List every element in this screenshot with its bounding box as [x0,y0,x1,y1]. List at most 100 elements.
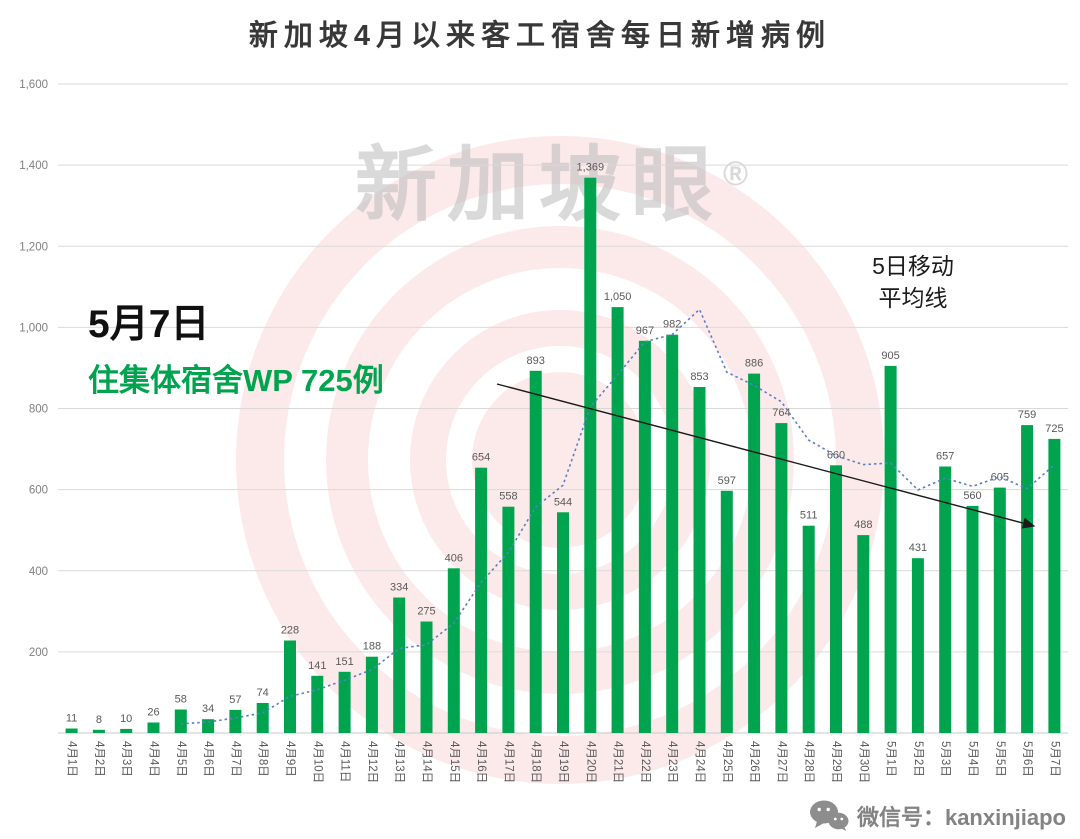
x-axis-tick-label: 4月1日 [66,741,78,777]
annotation-date: 5月7日 [88,303,210,346]
wechat-id-label: 微信号：kanxinjiapo [856,805,1066,830]
bar [529,370,542,733]
bar [475,467,488,733]
x-axis-tick-label: 5月4日 [967,741,979,777]
bar [966,505,979,733]
x-axis-tick-label: 4月25日 [721,741,733,783]
x-axis-tick-label: 4月5日 [175,741,187,777]
bar [884,365,897,733]
x-axis-tick-label: 4月2日 [93,741,105,777]
bar [611,307,624,733]
x-axis-tick-label: 4月16日 [475,741,487,783]
bar-value-label: 544 [554,496,572,508]
bar [666,334,679,733]
x-axis-tick-label: 4月6日 [202,741,214,777]
bar-value-label: 654 [472,452,490,464]
x-axis-tick-label: 4月18日 [530,741,542,783]
bar [393,597,406,733]
bar-value-label: 34 [202,703,214,715]
bar [775,423,788,733]
bar [584,177,597,733]
bar-value-label: 725 [1045,423,1063,435]
bar-value-label: 511 [800,510,818,522]
bar-value-label: 58 [175,694,187,706]
bar [311,675,324,733]
x-axis-tick-label: 4月26日 [748,741,760,783]
bar [911,558,924,733]
bar-value-label: 967 [636,325,654,337]
x-axis-tick-label: 4月22日 [639,741,651,783]
y-axis-tick-label: 400 [29,566,48,578]
bar-value-label: 406 [445,552,463,564]
x-axis-tick-label: 5月2日 [912,741,924,777]
x-axis-tick-label: 4月27日 [775,741,787,783]
y-axis-tick-label: 1,200 [19,241,48,253]
y-axis-tick-label: 1,600 [19,79,48,91]
x-axis-tick-label: 4月30日 [857,741,869,783]
y-axis-tick-label: 1,400 [19,160,48,172]
bar-value-label: 905 [881,350,899,362]
x-axis-tick-label: 4月8日 [257,741,269,777]
chart-title: 新加坡4月以来客工宿舍每日新增病例 [248,20,832,52]
x-axis-tick-label: 4月9日 [284,741,296,777]
bar-value-label: 431 [909,542,927,554]
bar [1048,438,1061,733]
bar [365,656,378,733]
x-axis-tick-label: 5月1日 [885,741,897,777]
bar-value-label: 764 [772,407,790,419]
bar [1021,425,1034,733]
bar-value-label: 26 [147,707,159,719]
bar-value-label: 57 [229,694,241,706]
bar [802,525,815,733]
x-axis-tick-label: 5月6日 [1021,741,1033,777]
moving-average-line [180,308,1055,725]
bar-value-label: 11 [66,713,77,725]
x-axis-tick-label: 5月3日 [939,741,951,777]
wechat-icon [809,800,849,831]
bar-value-label: 488 [854,519,872,531]
y-axis-tick-label: 800 [29,404,48,416]
bar [720,490,733,733]
x-axis-tick-label: 4月17日 [502,741,514,783]
bar [174,709,187,733]
bar [993,487,1006,733]
bar [557,512,569,733]
moving-average-label: 5日移动 平均线 [843,250,983,314]
bar [693,387,706,733]
x-axis-tick-label: 5月7日 [1048,741,1060,777]
bar-value-label: 141 [308,660,326,672]
x-axis-tick-label: 4月10日 [311,741,323,783]
bar-value-label: 605 [991,472,1009,484]
y-axis-tick-label: 200 [29,647,48,659]
x-axis-tick-label: 4月3日 [120,741,132,777]
x-axis-tick-label: 4月11日 [339,741,351,782]
bar [830,465,842,733]
bar-value-label: 597 [718,475,736,487]
x-axis-tick-label: 4月7日 [229,741,241,777]
bar-value-label: 188 [363,641,381,653]
x-axis-tick-label: 4月29日 [830,741,842,783]
bar-value-label: 1,369 [577,162,605,174]
x-axis-tick-label: 4月24日 [694,741,706,783]
bar [447,568,460,733]
bar [857,535,870,733]
footer: 微信号：kanxinjiapo [809,799,1066,833]
bar-value-label: 228 [281,625,299,637]
bar [256,703,269,733]
bar [147,722,160,733]
y-axis-tick-label: 1,000 [19,322,48,334]
x-axis-tick-label: 4月23日 [666,741,678,783]
bar [502,506,515,733]
x-axis-tick-label: 4月14日 [421,741,433,783]
bar [284,640,296,733]
bar [420,621,433,733]
bar [229,709,242,733]
x-axis-tick-label: 4月19日 [557,741,569,783]
x-axis-tick-label: 4月28日 [803,741,815,783]
bar-value-label: 8 [96,714,102,726]
x-axis-tick-label: 4月4日 [148,741,160,777]
bar-value-label: 657 [936,451,954,463]
bar-value-label: 558 [499,491,517,503]
